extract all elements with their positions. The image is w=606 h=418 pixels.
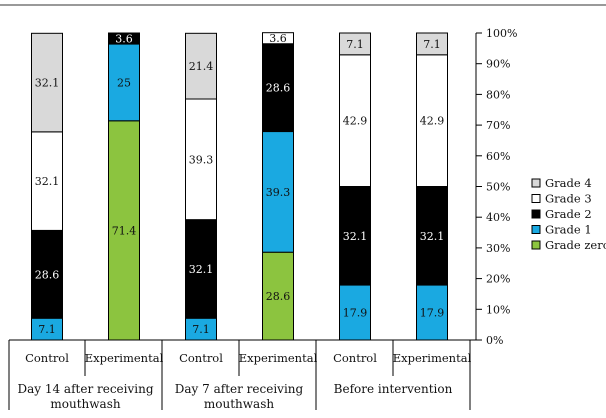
x-tick-label: Control (333, 351, 377, 365)
bar-segment (339, 54, 371, 188)
data-label: 21.4 (189, 60, 214, 73)
y-tick-label: 50% (486, 181, 510, 194)
data-label: 42.9 (420, 115, 445, 128)
legend-swatch (531, 178, 541, 188)
bar-segment (185, 32, 217, 100)
legend-swatch (531, 209, 541, 219)
bar-segment (339, 186, 371, 286)
bar-segment (31, 229, 63, 319)
y-tick-label: 90% (486, 58, 510, 71)
group-label: Before intervention (334, 382, 453, 396)
legend-label: Grade 1 (545, 223, 592, 237)
data-label: 42.9 (343, 115, 368, 128)
bar-segment (416, 54, 448, 188)
bar-segment (339, 284, 371, 341)
bar-segment (262, 32, 294, 45)
x-tick-label: Control (179, 351, 223, 365)
legend-swatch (531, 194, 541, 203)
y-tick-label: 70% (486, 119, 510, 132)
data-label: 17.9 (420, 307, 445, 320)
data-label: 39.3 (189, 153, 214, 166)
bars-layer: 7.1 28.6 32.1 32.1 71.4 25 3.6 7.1 32.1 39.3 21.4 2… (31, 32, 448, 341)
legend-label: Grade 2 (545, 207, 592, 221)
bar-segment (416, 284, 448, 341)
bar-segment (108, 43, 140, 122)
x-tick-label: Experimental (85, 351, 164, 365)
y-axis: 0% 10% 20% 30% 40% 50% 60% 70% 80% 90% 100% (475, 27, 517, 347)
x-tick-label: Experimental (393, 351, 472, 365)
x-axis: Control Experimental Control Experimental Co… (8, 339, 476, 411)
y-tick-label: 60% (486, 150, 510, 163)
bar-segment (185, 98, 217, 221)
data-label: 3.6 (269, 32, 287, 45)
group-label: mouthwash (204, 397, 274, 411)
data-label: 28.6 (35, 268, 60, 281)
data-label: 7.1 (346, 38, 364, 51)
data-label: 71.4 (112, 224, 137, 237)
x-tick-label: Control (25, 351, 69, 365)
legend-label: Grade 3 (545, 192, 592, 206)
legend-swatch (531, 225, 541, 234)
data-label: 32.1 (420, 230, 445, 243)
bar-segment (108, 120, 140, 341)
bar-segment (262, 131, 294, 253)
legend-label: Grade zero (545, 238, 606, 252)
bar-segment (108, 32, 140, 45)
group-label: mouthwash (50, 397, 120, 411)
data-label: 17.9 (343, 307, 368, 320)
bar-segment (185, 219, 217, 319)
x-tick-label: Experimental (239, 351, 318, 365)
y-tick-label: 30% (486, 242, 510, 255)
y-tick-label: 100% (486, 27, 517, 40)
legend-label: Grade 4 (545, 176, 592, 190)
y-tick-label: 10% (486, 303, 510, 316)
data-label: 32.1 (343, 230, 368, 243)
data-label: 32.1 (189, 263, 214, 276)
y-tick-label: 80% (486, 88, 510, 101)
data-label: 32.1 (35, 175, 60, 188)
bar-segment (262, 43, 294, 133)
bar-segment (416, 32, 448, 56)
data-label: 25 (117, 76, 131, 89)
bar-segment (262, 251, 294, 341)
data-label: 7.1 (423, 38, 441, 51)
data-label: 28.6 (266, 290, 291, 303)
y-tick-label: 20% (486, 273, 510, 286)
data-label: 28.6 (266, 82, 291, 95)
data-label: 39.3 (266, 186, 291, 199)
group-label: Day 7 after receiving (175, 382, 304, 396)
data-label: 7.1 (192, 323, 210, 336)
data-label: 3.6 (115, 33, 133, 46)
group-label: Day 14 after receiving (17, 382, 153, 396)
y-tick-label: 0% (486, 334, 503, 347)
data-label: 32.1 (35, 77, 60, 90)
y-tick-label: 40% (486, 211, 510, 224)
bar-segment (339, 32, 371, 56)
bar-segment (416, 186, 448, 286)
data-label: 7.1 (38, 323, 56, 336)
bar-segment (31, 131, 63, 231)
bar-segment (31, 32, 63, 133)
legend-swatch (531, 240, 541, 250)
